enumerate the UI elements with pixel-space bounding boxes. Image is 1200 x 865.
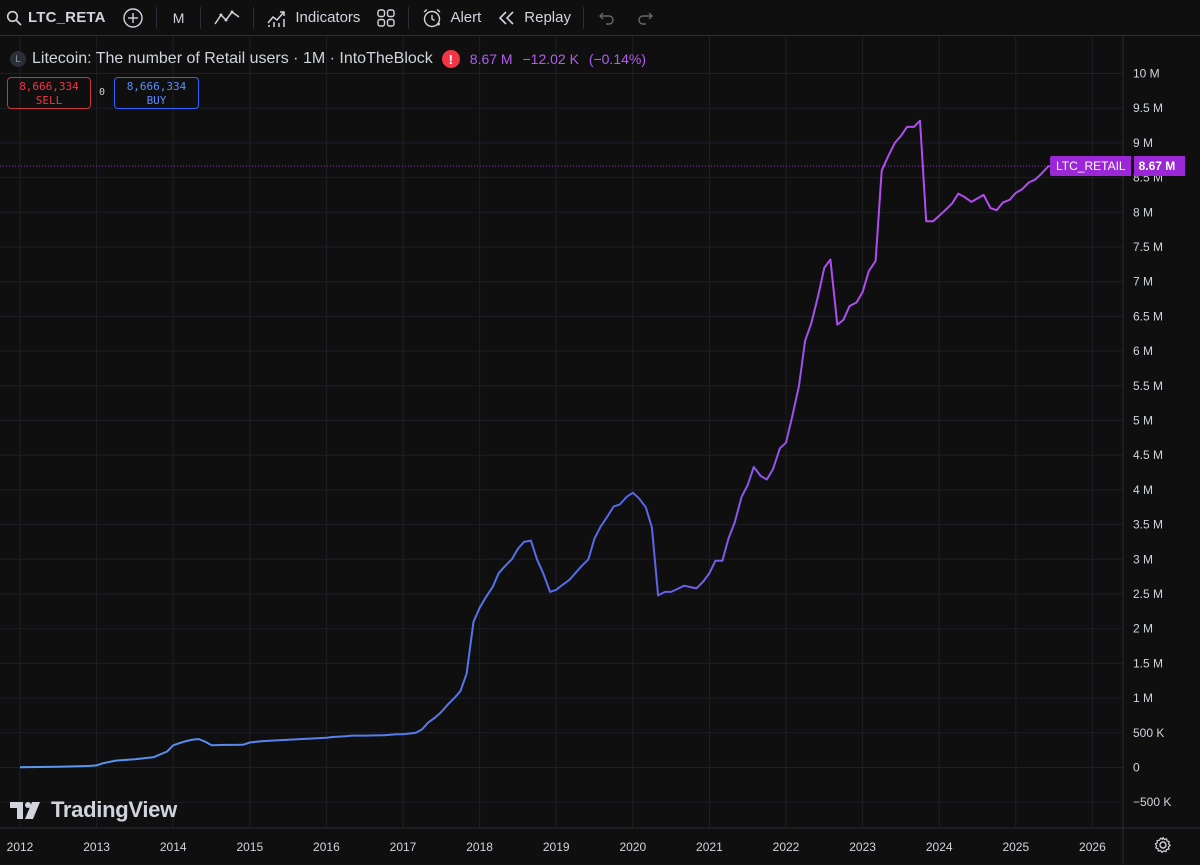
search-icon — [6, 10, 22, 25]
buy-price: 8,666,334 — [126, 80, 187, 93]
undo-button[interactable] — [588, 0, 626, 36]
brand-name: TradingView — [51, 797, 177, 822]
interval-label: M — [172, 9, 185, 26]
data-warning-icon[interactable]: ! — [441, 50, 460, 68]
chart-area[interactable]: 10 M9.5 M9 M8.5 M8 M7.5 M7 M6.5 M6 M5.5 … — [0, 36, 1200, 865]
legend-last-value: 8.67 M — [469, 51, 513, 67]
sell-price: 8,666,334 — [19, 80, 79, 93]
alarm-clock-icon — [423, 8, 441, 27]
interval-button[interactable]: M — [161, 0, 197, 36]
tradingview-icon — [10, 802, 40, 819]
toolbar-divider — [408, 6, 410, 29]
y-tick-label: 4.5 M — [1133, 448, 1163, 462]
legend-change-pct: (−0.14%) — [588, 51, 647, 67]
chart-type-button[interactable] — [205, 0, 249, 36]
x-tick-label: 2012 — [7, 840, 34, 854]
indicators-icon — [267, 10, 286, 27]
series-legend: L Litecoin: The number of Retail users ·… — [10, 48, 652, 70]
x-tick-label: 2024 — [926, 840, 953, 854]
y-tick-label: 9.5 M — [1133, 101, 1163, 115]
x-tick-label: 2016 — [313, 840, 340, 854]
x-tick-label: 2022 — [773, 840, 800, 854]
y-tick-label: 5.5 M — [1133, 379, 1163, 393]
spread-value: 0 — [99, 87, 106, 98]
x-tick-label: 2021 — [696, 840, 723, 854]
y-tick-label: 2.5 M — [1133, 587, 1163, 601]
tradingview-logo[interactable]: TradingView — [10, 797, 177, 823]
replay-label: Replay — [524, 9, 571, 26]
y-tick-label: 0 — [1133, 761, 1140, 775]
alert-button[interactable]: Alert — [413, 0, 489, 36]
add-circle-icon — [123, 7, 143, 28]
last-price-value: 8.67 M — [1133, 156, 1185, 176]
y-tick-label: 10 M — [1133, 67, 1160, 81]
x-tick-label: 2025 — [1002, 840, 1029, 854]
y-tick-label: 7 M — [1133, 275, 1153, 289]
y-tick-label: 3.5 M — [1133, 518, 1163, 532]
symbol-name: LTC_RETA — [28, 9, 106, 26]
x-tick-label: 2019 — [543, 840, 570, 854]
y-tick-label: 6.5 M — [1133, 309, 1163, 323]
y-tick-label: 9 M — [1133, 136, 1153, 150]
y-tick-label: 1.5 M — [1133, 656, 1163, 670]
y-tick-label: 8 M — [1133, 205, 1153, 219]
x-tick-label: 2017 — [390, 840, 417, 854]
line-chart-icon — [214, 10, 240, 24]
series-points — [20, 121, 1060, 768]
redo-button[interactable] — [626, 0, 664, 36]
buy-button[interactable]: 8,666,334 BUY — [114, 77, 199, 109]
last-price-symbol: LTC_RETAIL — [1050, 156, 1131, 176]
time-axis[interactable]: 2012 2013 2014 2015 2016 2017 2018 2019 2020 2021… — [7, 840, 1106, 854]
chart-grid — [0, 36, 1123, 828]
x-tick-label: 2023 — [849, 840, 876, 854]
y-tick-label: 500 K — [1133, 726, 1164, 740]
symbol-logo: L — [10, 51, 26, 67]
series-line-retail-users[interactable] — [19, 119, 1061, 769]
x-tick-label: 2013 — [83, 840, 110, 854]
y-tick-label: 6 M — [1133, 344, 1153, 358]
replay-button[interactable]: Replay — [489, 0, 579, 36]
toolbar-divider — [155, 6, 157, 29]
gear-icon[interactable] — [1154, 836, 1172, 854]
buy-label: BUY — [146, 94, 167, 107]
y-tick-label: 5 M — [1133, 414, 1153, 428]
toolbar-divider — [253, 6, 255, 29]
layout-button[interactable] — [368, 0, 404, 36]
y-tick-label: 2 M — [1133, 622, 1153, 636]
y-tick-label: 3 M — [1133, 552, 1153, 566]
y-tick-label: 1 M — [1133, 691, 1153, 705]
compare-symbol-button[interactable] — [114, 0, 152, 36]
legend-change: −12.02 K — [522, 51, 579, 67]
legend-values: 8.67 M −12.02 K (−0.14%) — [470, 51, 652, 67]
y-tick-label: −500 K — [1133, 795, 1171, 809]
indicators-label: Indicators — [295, 9, 361, 26]
x-tick-label: 2018 — [466, 840, 493, 854]
top-toolbar: LTC_RETA M Indicators — [0, 0, 1200, 36]
series-title[interactable]: Litecoin: The number of Retail users · 1… — [32, 50, 433, 67]
x-tick-label: 2014 — [160, 840, 187, 854]
x-tick-label: 2015 — [236, 840, 263, 854]
sell-button[interactable]: 8,666,334 SELL — [7, 77, 91, 109]
alert-label: Alert — [450, 9, 482, 26]
price-axis[interactable]: 10 M9.5 M9 M8.5 M8 M7.5 M7 M6.5 M6 M5.5 … — [1133, 67, 1171, 810]
rewind-icon — [499, 10, 514, 25]
symbol-search-button[interactable]: LTC_RETA — [0, 0, 114, 36]
toolbar-divider — [200, 6, 202, 29]
sell-label: SELL — [35, 94, 63, 107]
y-tick-label: 4 M — [1133, 483, 1153, 497]
indicators-button[interactable]: Indicators — [258, 0, 368, 36]
grid-layout-icon — [377, 8, 396, 27]
x-tick-label: 2026 — [1079, 840, 1106, 854]
toolbar-divider — [582, 6, 584, 29]
x-tick-label: 2020 — [619, 840, 646, 854]
undo-icon — [598, 12, 614, 25]
last-price-label: LTC_RETAIL 8.67 M — [1050, 156, 1185, 176]
redo-icon — [638, 12, 653, 25]
y-tick-label: 7.5 M — [1133, 240, 1163, 254]
